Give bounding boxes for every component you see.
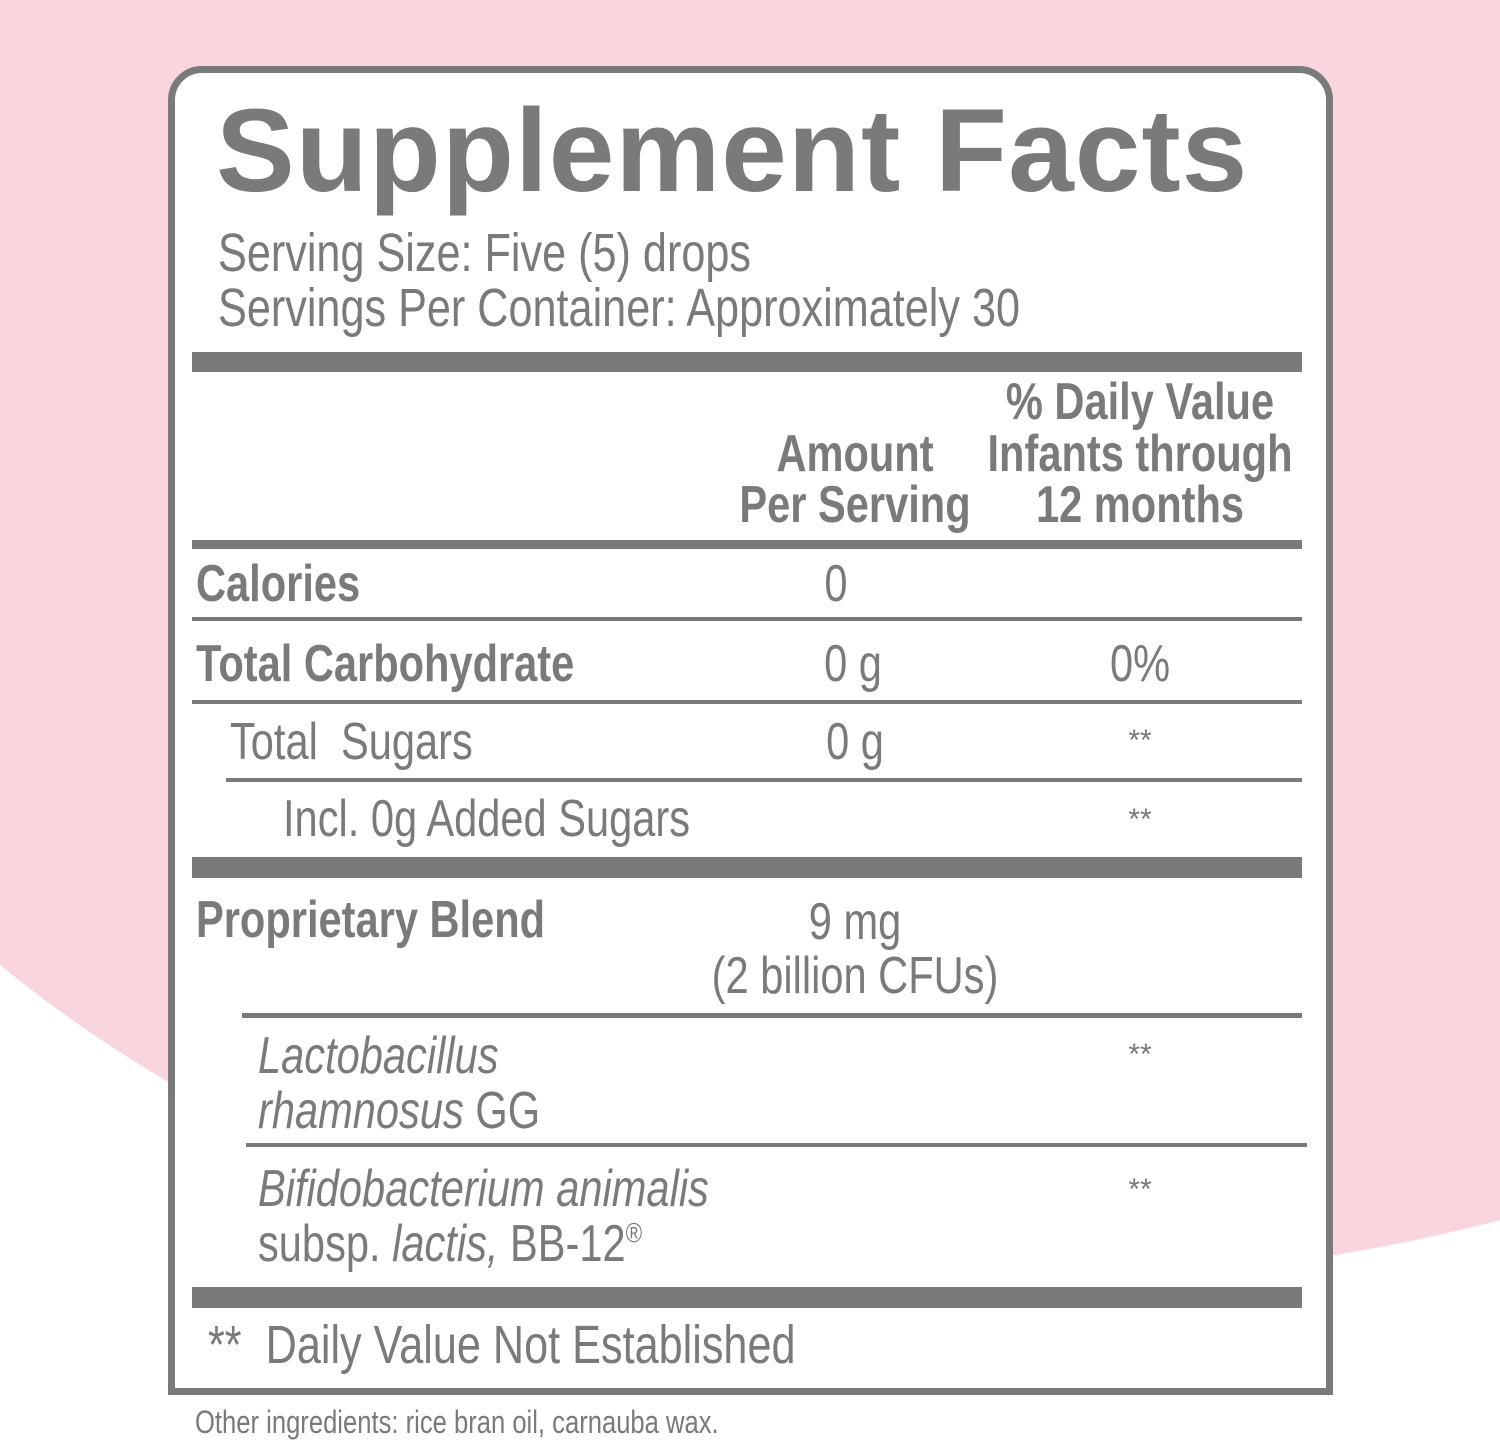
thick-divider bbox=[192, 1287, 1302, 1308]
row-divider bbox=[226, 778, 1302, 782]
serving-size: Serving Size: Five (5) drops bbox=[218, 223, 751, 283]
strain-2-subspecies: subsp. lactis, BB-12® bbox=[258, 1218, 642, 1270]
other-ingredients: Other ingredients: rice bran oil, carnau… bbox=[195, 1404, 719, 1440]
servings-per-container: Servings Per Container: Approximately 30 bbox=[218, 278, 1021, 338]
thick-divider bbox=[192, 352, 1302, 372]
blend-cfus: (2 billion CFUs) bbox=[711, 947, 999, 1005]
strain-1-dv: ** bbox=[1128, 1038, 1152, 1071]
dv-header-line3: 12 months bbox=[1035, 476, 1245, 534]
strain-2-suffix: BB-12 bbox=[498, 1215, 626, 1273]
strain-1-species: rhamnosus GG bbox=[258, 1085, 540, 1137]
medium-divider bbox=[192, 540, 1302, 549]
row-divider bbox=[192, 700, 1302, 704]
footnote: ** Daily Value Not Established bbox=[208, 1315, 796, 1375]
dv-header-line1: % Daily Value bbox=[1005, 373, 1275, 431]
panel-title: Supplement Facts bbox=[216, 85, 1249, 217]
strain-1-suffix: GG bbox=[463, 1082, 541, 1140]
row-amount-calories: 0 bbox=[824, 555, 848, 613]
row-name-calories: Calories bbox=[196, 555, 361, 613]
row-divider bbox=[192, 617, 1302, 621]
strain-1-species-name: rhamnosus bbox=[258, 1082, 464, 1140]
strain-2-dv: ** bbox=[1128, 1173, 1152, 1206]
row-divider bbox=[246, 1143, 1307, 1147]
strain-2-genus: Bifidobacterium animalis bbox=[258, 1160, 709, 1218]
supplement-facts-panel bbox=[168, 66, 1333, 1395]
row-amount-total-carbohydrate: 0 g bbox=[824, 635, 882, 693]
blend-name: Proprietary Blend bbox=[196, 891, 546, 949]
row-dv-added-sugars: ** bbox=[1128, 803, 1152, 836]
row-divider bbox=[242, 1013, 1302, 1018]
strain-2-subsp-prefix: subsp. bbox=[258, 1215, 393, 1273]
row-amount-total-sugars: 0 g bbox=[826, 713, 884, 771]
row-dv-total-carbohydrate: 0% bbox=[1109, 635, 1171, 693]
row-name-total-carbohydrate: Total Carbohydrate bbox=[196, 635, 575, 693]
row-name-total-sugars: Total Sugars bbox=[230, 713, 473, 771]
strain-2-subspecies-name: lactis, bbox=[392, 1215, 499, 1273]
amount-header-line2: Per Serving bbox=[739, 476, 971, 534]
amount-header-line1: Amount bbox=[776, 425, 934, 483]
row-dv-total-sugars: ** bbox=[1128, 724, 1152, 757]
thick-divider bbox=[192, 857, 1302, 878]
registered-mark: ® bbox=[625, 1217, 643, 1249]
row-name-added-sugars: Incl. 0g Added Sugars bbox=[283, 790, 691, 848]
dv-header-line2: Infants through bbox=[987, 425, 1293, 483]
strain-1-genus: Lactobacillus bbox=[258, 1027, 499, 1085]
blend-amount: 9 mg bbox=[808, 893, 902, 951]
